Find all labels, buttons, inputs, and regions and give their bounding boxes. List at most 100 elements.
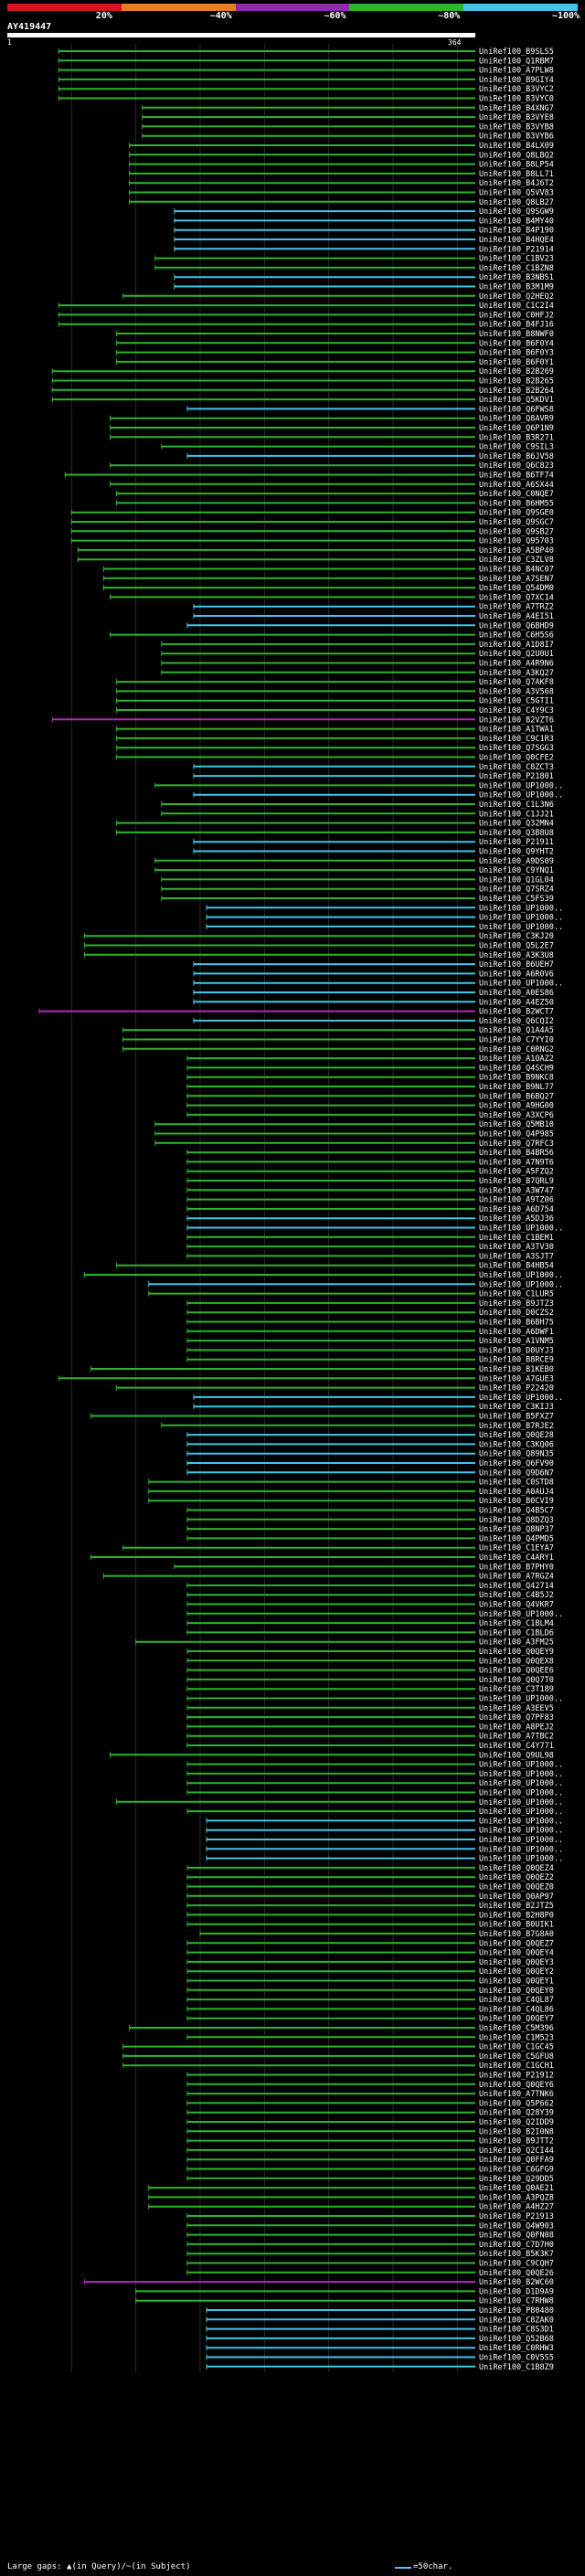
hit-label[interactable]: UniRef100_Q2IDD9 bbox=[479, 2118, 554, 2127]
hit-label[interactable]: UniRef100_C1LUR5 bbox=[479, 1290, 554, 1299]
hit-label[interactable]: UniRef100_C4QL87 bbox=[479, 1996, 554, 2005]
hit-label[interactable]: UniRef100_Q0QEZ4 bbox=[479, 1864, 554, 1873]
hit-label[interactable]: UniRef100_UP1000.. bbox=[479, 1280, 563, 1289]
hit-label[interactable]: UniRef100_Q5MB10 bbox=[479, 1120, 554, 1129]
hit-label[interactable]: UniRef100_B6F0Y4 bbox=[479, 339, 554, 348]
hit-label[interactable]: UniRef100_UP1000.. bbox=[479, 791, 563, 800]
hit-label[interactable]: UniRef100_Q9SGW9 bbox=[479, 207, 554, 217]
hit-label[interactable]: UniRef100_B2B269 bbox=[479, 367, 554, 376]
hit-label[interactable]: UniRef100_A3PQZ8 bbox=[479, 2193, 554, 2202]
hit-label[interactable]: UniRef100_Q2CI44 bbox=[479, 2147, 554, 2156]
hit-label[interactable]: UniRef100_UP1000.. bbox=[479, 1770, 563, 1779]
hit-label[interactable]: UniRef100_B8LP54 bbox=[479, 161, 554, 170]
hit-label[interactable]: UniRef100_Q0QEE6 bbox=[479, 1667, 554, 1676]
hit-label[interactable]: UniRef100_B3R271 bbox=[479, 433, 554, 442]
hit-label[interactable]: UniRef100_Q5P662 bbox=[479, 2099, 554, 2108]
hit-label[interactable]: UniRef100_C7D7H0 bbox=[479, 2241, 554, 2250]
hit-label[interactable]: UniRef100_Q4VKR7 bbox=[479, 1601, 554, 1610]
hit-label[interactable]: UniRef100_A3XCP6 bbox=[479, 1111, 554, 1120]
hit-label[interactable]: UniRef100_B4P190 bbox=[479, 227, 554, 236]
hit-label[interactable]: UniRef100_Q0CFE2 bbox=[479, 754, 554, 763]
hit-label[interactable]: UniRef100_Q28Y39 bbox=[479, 2109, 554, 2118]
hit-label[interactable]: UniRef100_B9GIY4 bbox=[479, 76, 554, 85]
hit-label[interactable]: UniRef100_Q42714 bbox=[479, 1582, 554, 1591]
hit-label[interactable]: UniRef100_Q2HEQ2 bbox=[479, 292, 554, 302]
hit-label[interactable]: UniRef100_A5DJ36 bbox=[479, 1214, 554, 1224]
hit-label[interactable]: UniRef100_Q9SB27 bbox=[479, 527, 554, 536]
hit-label[interactable]: UniRef100_B4LX09 bbox=[479, 142, 554, 151]
hit-label[interactable]: UniRef100_C0RHW3 bbox=[479, 2344, 554, 2353]
hit-label[interactable]: UniRef100_Q4B5C7 bbox=[479, 1507, 554, 1516]
hit-label[interactable]: UniRef100_D0CZS2 bbox=[479, 1309, 554, 1318]
hit-label[interactable]: UniRef100_Q4PMD5 bbox=[479, 1534, 554, 1543]
hit-label[interactable]: UniRef100_Q1A4A5 bbox=[479, 1026, 554, 1035]
hit-label[interactable]: UniRef100_A9TZ06 bbox=[479, 1196, 554, 1205]
hit-label[interactable]: UniRef100_Q0QE28 bbox=[479, 1431, 554, 1440]
hit-label[interactable]: UniRef100_B2H8P0 bbox=[479, 1911, 554, 1920]
hit-label[interactable]: UniRef100_Q6FV90 bbox=[479, 1459, 554, 1468]
hit-label[interactable]: UniRef100_Q52B68 bbox=[479, 2335, 554, 2344]
hit-label[interactable]: UniRef100_C5FS39 bbox=[479, 895, 554, 904]
hit-label[interactable]: UniRef100_C6H5S6 bbox=[479, 631, 554, 641]
hit-label[interactable]: UniRef100_Q7AKF8 bbox=[479, 678, 554, 687]
hit-label[interactable]: UniRef100_Q0QEY7 bbox=[479, 2015, 554, 2024]
hit-label[interactable]: UniRef100_Q0QEZ7 bbox=[479, 1939, 554, 1948]
hit-label[interactable]: UniRef100_UP1000.. bbox=[479, 1224, 563, 1234]
hit-label[interactable]: UniRef100_C5GTI1 bbox=[479, 697, 554, 706]
hit-label[interactable]: UniRef100_A3EEV5 bbox=[479, 1704, 554, 1713]
hit-label[interactable]: UniRef100_Q7SGG3 bbox=[479, 744, 554, 753]
hit-label[interactable]: UniRef100_A3KQ27 bbox=[479, 669, 554, 678]
hit-label[interactable]: UniRef100_B3VYB6 bbox=[479, 133, 554, 142]
hit-label[interactable]: UniRef100_Q8LBQ2 bbox=[479, 151, 554, 160]
hit-label[interactable]: UniRef100_B2VZT6 bbox=[479, 716, 554, 725]
hit-label[interactable]: UniRef100_Q4W903 bbox=[479, 2221, 554, 2231]
hit-label[interactable]: UniRef100_Q5L2E7 bbox=[479, 942, 554, 951]
hit-label[interactable]: UniRef100_B7PHY0 bbox=[479, 1563, 554, 1572]
hit-label[interactable]: UniRef100_A9DS09 bbox=[479, 857, 554, 866]
hit-label[interactable]: UniRef100_Q0QEY3 bbox=[479, 1958, 554, 1967]
hit-label[interactable]: UniRef100_A6D754 bbox=[479, 1205, 554, 1214]
hit-label[interactable]: UniRef100_UP1000.. bbox=[479, 1836, 563, 1845]
hit-label[interactable]: UniRef100_Q8LB27 bbox=[479, 198, 554, 207]
hit-label[interactable]: UniRef100_Q0QEX8 bbox=[479, 1657, 554, 1666]
hit-label[interactable]: UniRef100_Q0QEY1 bbox=[479, 1977, 554, 1987]
hit-label[interactable]: UniRef100_C3KJ20 bbox=[479, 932, 554, 941]
hit-label[interactable]: UniRef100_B7G8A0 bbox=[479, 1930, 554, 1939]
hit-label[interactable]: UniRef100_C4Y9C3 bbox=[479, 706, 554, 716]
hit-label[interactable]: UniRef100_UP1000.. bbox=[479, 1695, 563, 1704]
hit-label[interactable]: UniRef100_C1C2I4 bbox=[479, 302, 554, 311]
hit-label[interactable]: UniRef100_C1GCH1 bbox=[479, 2062, 554, 2071]
hit-label[interactable]: UniRef100_C3KIJ3 bbox=[479, 1403, 554, 1412]
hit-label[interactable]: UniRef100_A5FZQ2 bbox=[479, 1168, 554, 1177]
hit-label[interactable]: UniRef100_Q3B8U8 bbox=[479, 829, 554, 838]
hit-label[interactable]: UniRef100_P21912 bbox=[479, 2072, 554, 2081]
hit-label[interactable]: UniRef100_C1BV23 bbox=[479, 255, 554, 264]
hit-label[interactable]: UniRef100_UP1000.. bbox=[479, 781, 563, 790]
hit-label[interactable]: UniRef100_A7PLW8 bbox=[479, 67, 554, 76]
hit-label[interactable]: UniRef100_UP1000.. bbox=[479, 1610, 563, 1619]
hit-label[interactable]: UniRef100_A7RGZ4 bbox=[479, 1573, 554, 1582]
hit-label[interactable]: UniRef100_Q0AE21 bbox=[479, 2184, 554, 2193]
hit-label[interactable]: UniRef100_B6BH75 bbox=[479, 1319, 554, 1328]
hit-label[interactable]: UniRef100_A3SJT7 bbox=[479, 1252, 554, 1261]
hit-label[interactable]: UniRef100_Q6BHD9 bbox=[479, 621, 554, 631]
hit-label[interactable]: UniRef100_B3M1M9 bbox=[479, 283, 554, 292]
hit-label[interactable]: UniRef100_Q0QEZ2 bbox=[479, 1873, 554, 1882]
hit-label[interactable]: UniRef100_A3W747 bbox=[479, 1186, 554, 1195]
hit-label[interactable]: UniRef100_A6DWF1 bbox=[479, 1328, 554, 1337]
hit-label[interactable]: UniRef100_Q1GL04 bbox=[479, 875, 554, 885]
hit-label[interactable]: UniRef100_Q9D6N7 bbox=[479, 1468, 554, 1478]
hit-label[interactable]: UniRef100_A3TV30 bbox=[479, 1243, 554, 1252]
hit-label[interactable]: UniRef100_P21911 bbox=[479, 838, 554, 847]
hit-label[interactable]: UniRef100_C1BEM1 bbox=[479, 1234, 554, 1243]
hit-label[interactable]: UniRef100_C1JJ21 bbox=[479, 810, 554, 819]
hit-label[interactable]: UniRef100_Q1RBM7 bbox=[479, 57, 554, 66]
hit-label[interactable]: UniRef100_B5K3K7 bbox=[479, 2250, 554, 2259]
hit-label[interactable]: UniRef100_D1D9A9 bbox=[479, 2287, 554, 2296]
hit-label[interactable]: UniRef100_Q89N35 bbox=[479, 1450, 554, 1459]
hit-label[interactable]: UniRef100_Q7XC14 bbox=[479, 593, 554, 602]
hit-label[interactable]: UniRef100_C4Y771 bbox=[479, 1742, 554, 1751]
hit-label[interactable]: UniRef100_Q9YHT2 bbox=[479, 848, 554, 857]
hit-label[interactable]: UniRef100_B6HM55 bbox=[479, 499, 554, 508]
hit-label[interactable]: UniRef100_A4R9N6 bbox=[479, 660, 554, 669]
